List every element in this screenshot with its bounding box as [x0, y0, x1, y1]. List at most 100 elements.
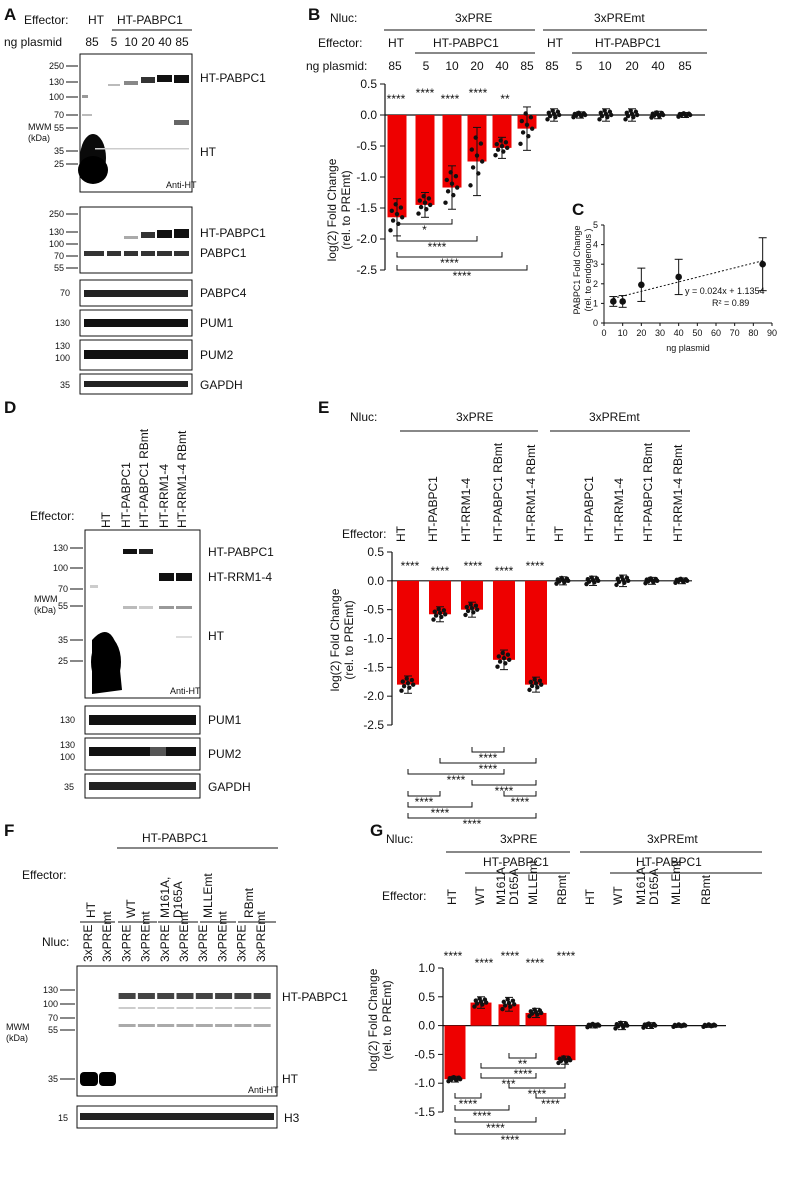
effector-pabpc1-b2: HT-PABPC1	[595, 36, 661, 50]
band	[234, 993, 252, 999]
replicate-point	[673, 1023, 679, 1029]
sig-stars: ****	[440, 256, 459, 270]
lane-label: D165A	[647, 868, 661, 905]
replicate-point	[614, 582, 619, 588]
ng-value: 5	[576, 59, 583, 73]
band	[176, 993, 194, 999]
ylabel-e-1: log(2) Fold Change	[328, 588, 342, 691]
nluc-lane: 3xPRE	[196, 925, 210, 962]
xlabel-c: ng plasmid	[666, 343, 710, 353]
band-ht-pabpc1: HT-PABPC1	[200, 71, 266, 85]
sig-stars: ****	[479, 751, 498, 765]
data-point	[675, 273, 682, 281]
replicate-point	[388, 228, 393, 233]
bar	[415, 115, 435, 205]
replicate-point	[621, 1024, 626, 1030]
sig-stars: ****	[459, 1097, 478, 1111]
band	[234, 1007, 252, 1009]
replicate-point	[501, 655, 507, 661]
replicate-point	[625, 1023, 630, 1028]
sig-stars: ****	[453, 269, 472, 283]
sig-stars: ****	[431, 564, 450, 578]
mw-marker: 130	[43, 985, 58, 995]
replicate-point	[527, 687, 532, 693]
group-3xpremt: 3xPREmt	[594, 11, 645, 25]
replicate-point	[532, 677, 537, 682]
replicate-point	[495, 147, 501, 152]
effector-group: RBmt	[242, 887, 256, 918]
replicate-point	[685, 578, 690, 584]
group-3xpremt-g: 3xPREmt	[647, 832, 698, 846]
sig-bracket	[535, 1093, 566, 1099]
effector-group: WT	[124, 899, 138, 918]
replicate-point	[480, 159, 485, 164]
replicate-point	[547, 113, 553, 119]
sig-stars: ****	[447, 773, 466, 787]
lane-label: HT	[445, 888, 459, 905]
y-tick-label: -0.5	[356, 139, 377, 153]
replicate-point	[519, 118, 524, 124]
sig-stars: ****	[557, 949, 576, 963]
effector-group: D165A	[171, 881, 185, 918]
panel-label-e: E	[318, 398, 329, 417]
lane-label: MLLEmt	[669, 860, 683, 905]
markers-blot1: 250 130 100 70 55 35 25	[49, 61, 78, 169]
effector-group: MLLEmt	[201, 873, 215, 918]
nluc-lane: 3xPREmt	[254, 911, 268, 962]
replicate-point	[451, 192, 456, 198]
mw-marker: 130	[53, 543, 68, 553]
replicate-point	[539, 1010, 544, 1016]
panel-e: Nluc: 3xPRE 3xPREmt Effector: HT HT-PABPC…	[328, 410, 692, 831]
replicate-point	[470, 165, 476, 170]
mw-marker: 35	[54, 146, 64, 156]
replicate-point	[508, 1004, 513, 1009]
nluc-lane: 3xPREmt	[177, 911, 191, 962]
sig-bracket	[454, 1105, 510, 1111]
sig-stars: ****	[479, 762, 498, 776]
band	[137, 993, 155, 999]
sig-bracket	[396, 219, 453, 225]
strip-pum2: 130 100 PUM2	[55, 339, 234, 371]
replicate-point	[443, 200, 448, 205]
strip-pum2-d: 130 100 PUM2	[60, 737, 242, 771]
marker-130-d: 130	[60, 715, 75, 725]
bar	[554, 1025, 576, 1061]
lane-label: HT	[583, 888, 597, 905]
effector-group: HT	[84, 901, 98, 918]
ng-value: 5	[111, 35, 118, 49]
replicate-point	[398, 205, 404, 210]
equation-c: y = 0.024x + 1.1354	[685, 286, 765, 296]
mw-marker: 100	[49, 92, 64, 102]
label-gapdh-d: GAPDH	[208, 780, 251, 794]
replicate-point	[448, 1077, 454, 1082]
sig-bracket	[407, 791, 441, 797]
replicate-point	[651, 579, 656, 585]
y-tick-label: 0.0	[367, 574, 384, 588]
ng-value: 20	[625, 59, 639, 73]
replicate-point	[596, 578, 601, 584]
band	[253, 993, 271, 999]
panel-label-b: B	[308, 5, 320, 24]
y-tick-label: 0.0	[360, 108, 377, 122]
markers-blot2: 250 130 100 70 55	[49, 209, 78, 273]
x-tick-label: 80	[748, 328, 758, 338]
marker-130: 130	[55, 318, 70, 328]
ng-value: 85	[678, 59, 692, 73]
anti-ht-caption-d: Anti-HT	[170, 686, 201, 696]
lane-label: RBmt	[555, 874, 569, 905]
ylabel-c-2: (rel. to endogenous )	[583, 228, 593, 311]
sig-bracket	[480, 1063, 566, 1069]
band	[176, 1024, 194, 1027]
replicate-point	[455, 185, 460, 190]
replicate-point	[625, 113, 631, 119]
band	[118, 1007, 136, 1009]
replicate-point	[404, 676, 409, 681]
y-tick-label: -1.0	[363, 632, 384, 646]
replicate-point	[709, 1024, 714, 1029]
band	[157, 1024, 175, 1027]
data-point	[759, 260, 766, 268]
replicate-point	[468, 602, 473, 607]
ylabel-e-2: (rel. to PREmt)	[342, 600, 356, 679]
sig-stars: ****	[431, 806, 450, 820]
replicate-point	[529, 1011, 535, 1016]
